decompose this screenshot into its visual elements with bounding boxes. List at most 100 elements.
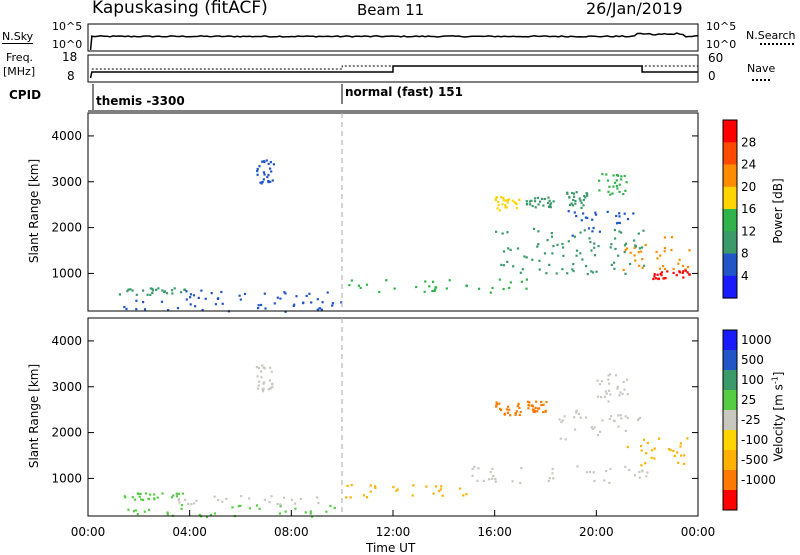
scatter-mark-1 xyxy=(175,492,178,495)
scatter-mark-0 xyxy=(284,310,287,313)
scatter-mark-7 xyxy=(642,438,645,441)
scatter-mark-12 xyxy=(525,256,528,259)
scatter-mark-9 xyxy=(267,388,270,391)
scatter-mark-7 xyxy=(667,448,671,451)
scatter-mark-3 xyxy=(365,283,369,286)
power-y-axis-label: Slant Range [km] xyxy=(27,158,41,264)
scatter-mark-8 xyxy=(607,374,610,377)
scatter-mark-12 xyxy=(634,244,637,247)
scatter-mark-9 xyxy=(270,370,273,373)
scatter-mark-8 xyxy=(598,230,601,233)
scatter-mark-5 xyxy=(534,406,537,409)
x-tick-label: 08:00 xyxy=(274,525,309,539)
scatter-mark-0 xyxy=(135,308,138,311)
scatter-mark-3 xyxy=(489,291,492,294)
scatter-mark-3 xyxy=(369,490,372,493)
scatter-mark-1 xyxy=(175,495,178,498)
scatter-mark-9 xyxy=(256,375,259,378)
scatter-mark-1 xyxy=(163,290,166,293)
scatter-mark-3 xyxy=(423,290,426,293)
scatter-mark-2 xyxy=(308,292,311,295)
scatter-mark-4 xyxy=(494,198,497,202)
scatter-mark-7 xyxy=(683,454,686,457)
scatter-mark-6 xyxy=(617,425,620,428)
scatter-mark-12 xyxy=(610,243,613,246)
scatter-mark-9 xyxy=(641,258,644,261)
scatter-mark-9 xyxy=(257,384,260,387)
freq-label-bottom: [MHz] xyxy=(3,65,36,78)
scatter-mark-8 xyxy=(606,210,609,213)
scatter-mark-9 xyxy=(670,248,673,252)
scatter-mark-2 xyxy=(197,296,200,299)
freq-tick-low: 8 xyxy=(67,69,75,83)
y-tick-label: 2000 xyxy=(51,426,82,440)
scatter-mark-9 xyxy=(662,265,665,268)
scatter-mark-2 xyxy=(263,292,266,295)
scatter-mark-12 xyxy=(589,240,592,244)
scatter-mark-9 xyxy=(262,382,265,385)
scatter-mark-3 xyxy=(520,280,523,283)
scatter-mark-6 xyxy=(570,202,573,205)
scatter-mark-9 xyxy=(629,251,632,254)
x-tick-label: 20:00 xyxy=(579,525,614,539)
scatter-mark-4 xyxy=(518,406,521,409)
scatter-mark-11 xyxy=(258,165,261,168)
scatter-mark-1 xyxy=(135,293,138,296)
scatter-mark-12 xyxy=(572,270,575,273)
colorbar-tick-label: 100 xyxy=(741,373,764,387)
velocity-scatter-layer xyxy=(123,364,689,519)
scatter-mark-6 xyxy=(584,416,588,419)
scatter-mark-7 xyxy=(614,181,617,184)
scatter-mark-12 xyxy=(586,273,589,276)
scatter-mark-2 xyxy=(299,497,302,501)
scatter-mark-5 xyxy=(530,404,534,407)
scatter-mark-1 xyxy=(179,291,183,294)
scatter-mark-2 xyxy=(178,497,181,501)
x-axis-label: Time UT xyxy=(366,541,416,555)
colorbar-swatch xyxy=(723,164,737,188)
scatter-mark-7 xyxy=(640,444,643,448)
scatter-mark-0 xyxy=(257,304,260,307)
x-tick-label: 16:00 xyxy=(477,525,512,539)
scatter-mark-6 xyxy=(586,194,589,197)
scatter-mark-9 xyxy=(640,250,643,253)
scatter-mark-9 xyxy=(268,379,272,382)
scatter-mark-2 xyxy=(290,498,293,501)
colorbar-swatch xyxy=(723,231,737,255)
velocity-colorbar: 1000 500 100 25 -25 -100 -500 -1000 xyxy=(722,329,776,511)
colorbar-swatch xyxy=(723,275,737,299)
scatter-mark-0 xyxy=(176,307,180,310)
scatter-mark-6 xyxy=(624,429,627,432)
scatter-mark-10 xyxy=(471,474,474,477)
cpid-segment-2-label: normal (fast) 151 xyxy=(345,85,463,99)
scatter-mark-0 xyxy=(239,504,242,507)
scatter-mark-1 xyxy=(177,492,180,495)
scatter-mark-6 xyxy=(571,204,574,207)
scatter-mark-9 xyxy=(271,382,274,385)
scatter-mark-0 xyxy=(194,305,197,308)
scatter-mark-7 xyxy=(605,173,608,176)
colorbar-swatch xyxy=(723,450,737,471)
scatter-mark-12 xyxy=(588,237,591,240)
scatter-mark-1 xyxy=(151,291,154,294)
scatter-mark-10 xyxy=(605,469,608,473)
scatter-mark-9 xyxy=(257,367,261,370)
scatter-mark-4 xyxy=(500,196,503,199)
scatter-mark-1 xyxy=(170,289,174,292)
scatter-mark-8 xyxy=(594,213,598,216)
nave-tick-low: 0 xyxy=(708,69,716,83)
scatter-mark-5 xyxy=(547,196,550,199)
scatter-mark-8 xyxy=(598,383,602,386)
scatter-mark-8 xyxy=(607,400,610,403)
scatter-mark-8 xyxy=(575,215,578,218)
scatter-mark-12 xyxy=(555,272,558,275)
colorbar-swatch xyxy=(723,209,737,232)
scatter-mark-3 xyxy=(498,278,501,281)
scatter-mark-12 xyxy=(543,252,547,255)
scatter-mark-6 xyxy=(580,201,583,204)
scatter-mark-2 xyxy=(200,289,203,292)
scatter-mark-1 xyxy=(170,496,174,499)
scatter-mark-4 xyxy=(504,199,507,202)
scatter-mark-6 xyxy=(585,192,588,195)
